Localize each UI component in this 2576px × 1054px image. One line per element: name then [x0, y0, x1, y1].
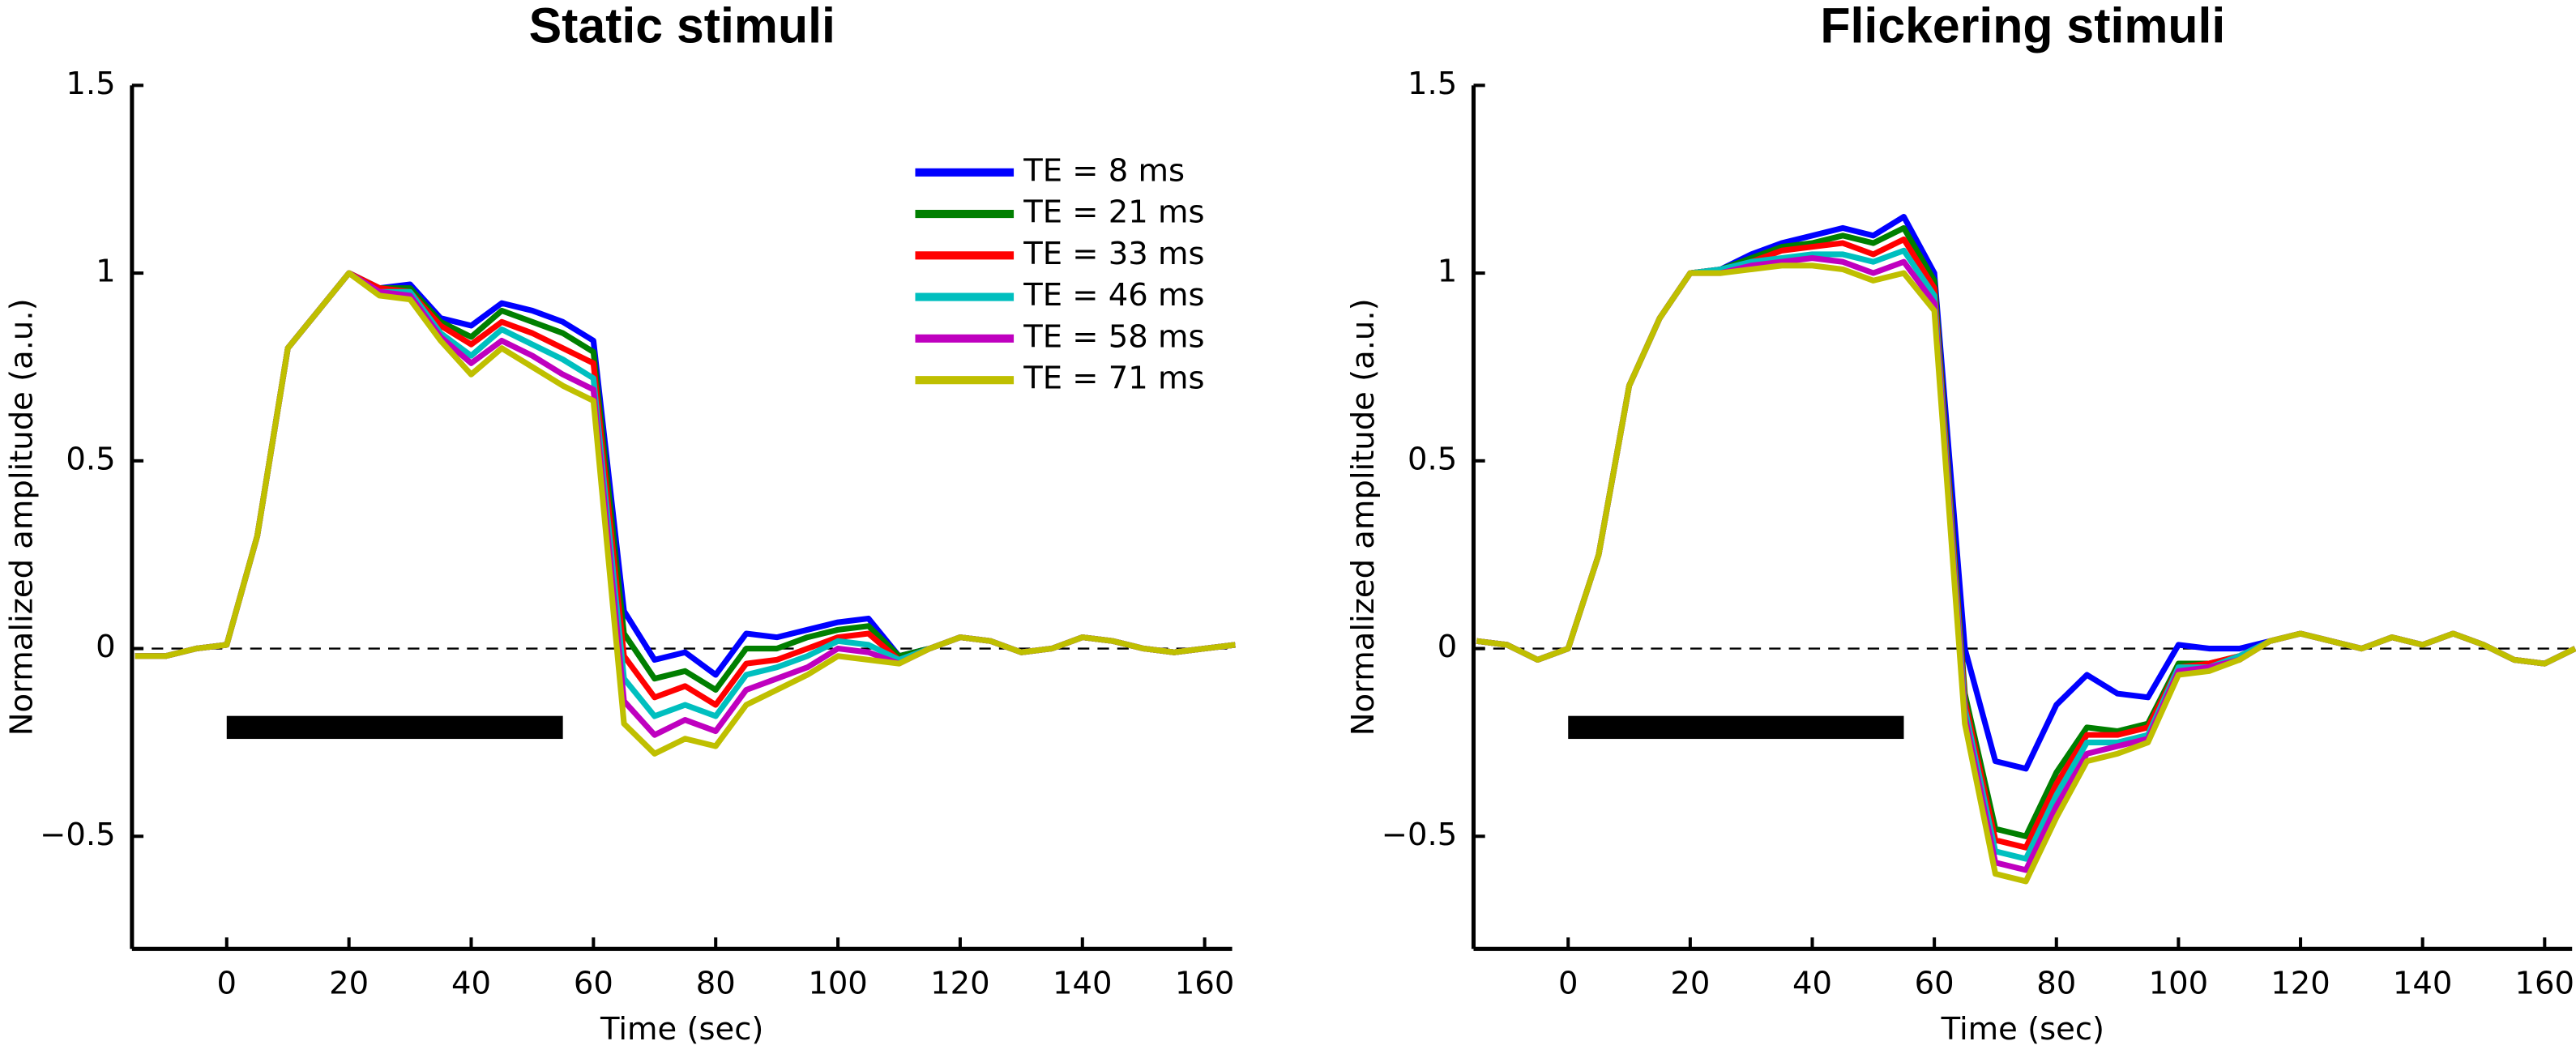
stimulus-bar: [1568, 715, 1904, 740]
chart-title: Static stimuli: [529, 0, 835, 53]
x-tick-label: 120: [2271, 965, 2330, 1001]
x-tick-label: 40: [451, 965, 491, 1001]
stimulus-bar: [226, 715, 563, 740]
data-line: [1476, 236, 2576, 851]
x-tick-label: 100: [808, 965, 867, 1001]
y-tick-label: 1: [1438, 254, 1458, 290]
x-tick-label: 120: [930, 965, 990, 1001]
legend-label: TE = 58 ms: [1023, 318, 1204, 355]
data-line: [1476, 224, 2576, 839]
legend-label: TE = 46 ms: [1023, 277, 1204, 314]
x-tick-label: 20: [1670, 965, 1710, 1001]
x-tick-label: 140: [1053, 965, 1112, 1001]
y-tick-label: 1: [96, 254, 116, 290]
y-tick-label: 0.5: [1408, 441, 1457, 477]
y-tick-label: 0.5: [66, 441, 115, 477]
x-tick-label: 60: [1915, 965, 1954, 1001]
legend-label: TE = 21 ms: [1023, 194, 1204, 231]
y-tick-label: 1.5: [66, 66, 115, 102]
legend-label: TE = 8 ms: [1023, 152, 1185, 189]
data-line: [1476, 214, 2576, 772]
y-tick-label: 1.5: [1408, 66, 1457, 102]
x-tick-label: 60: [574, 965, 613, 1001]
x-tick-label: 40: [1792, 965, 1832, 1001]
y-tick-label: 0: [96, 629, 116, 665]
x-axis-label: Time (sec): [1941, 1011, 2104, 1048]
y-tick-label: −0.5: [1382, 817, 1458, 853]
data-line: [1476, 255, 2576, 873]
y-tick-label: 0: [1438, 629, 1458, 665]
x-tick-label: 20: [329, 965, 369, 1001]
x-tick-label: 80: [696, 965, 736, 1001]
x-tick-label: 100: [2149, 965, 2209, 1001]
y-axis-label: Normalized amplitude (a.u.): [4, 298, 41, 736]
chart-title: Flickering stimuli: [1820, 0, 2225, 53]
legend-label: TE = 33 ms: [1023, 236, 1204, 272]
x-tick-label: 0: [1558, 965, 1578, 1001]
y-axis-label: Normalized amplitude (a.u.): [1345, 298, 1382, 736]
x-tick-label: 140: [2393, 965, 2453, 1001]
x-tick-label: 80: [2036, 965, 2076, 1001]
x-tick-label: 160: [2515, 965, 2574, 1001]
x-tick-label: 0: [217, 965, 237, 1001]
x-axis-label: Time (sec): [600, 1011, 763, 1048]
x-tick-label: 160: [1175, 965, 1235, 1001]
legend-label: TE = 71 ms: [1023, 361, 1204, 397]
data-line: [135, 270, 1236, 757]
y-tick-label: −0.5: [40, 817, 116, 853]
data-line: [1476, 262, 2576, 885]
